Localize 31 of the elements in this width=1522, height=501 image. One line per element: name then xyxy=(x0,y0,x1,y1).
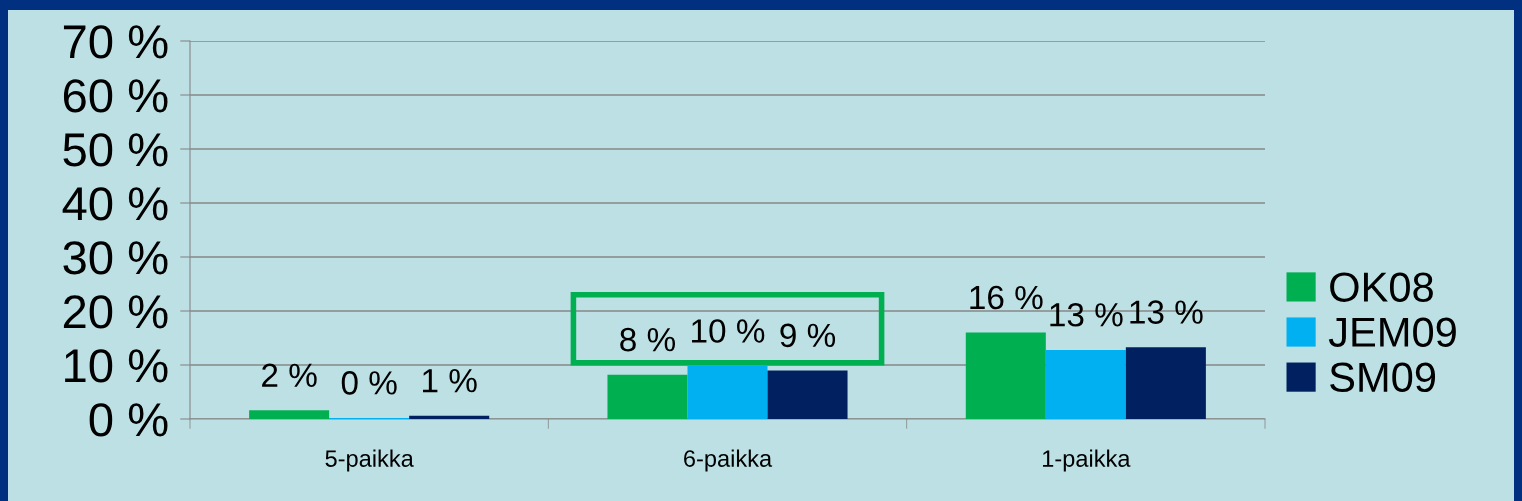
bar xyxy=(767,370,848,419)
data-label: 8 % xyxy=(620,327,676,352)
bar xyxy=(607,374,688,419)
y-tick-label: 10 % xyxy=(65,349,168,383)
x-tick-label: 6-paikka xyxy=(684,449,773,472)
bar xyxy=(1045,349,1126,419)
legend-label: JEM09 xyxy=(1328,317,1456,348)
y-tick-label: 50 % xyxy=(63,133,168,167)
legend-label: OK08 xyxy=(1330,272,1433,302)
y-tick-label: 0 % xyxy=(89,403,168,437)
data-label: 16 % xyxy=(970,285,1043,310)
bar xyxy=(409,415,490,419)
x-tick-label: 1-paikka xyxy=(1043,449,1131,472)
y-tick-label: 70 % xyxy=(63,25,168,59)
y-tick-label: 40 % xyxy=(62,187,168,221)
y-tick-label: 20 % xyxy=(63,295,168,329)
y-tick-label: 30 % xyxy=(63,241,168,275)
data-label: 9 % xyxy=(780,323,836,348)
data-label: 0 % xyxy=(341,371,397,395)
y-tick-label: 60 % xyxy=(63,79,168,113)
data-label: 2 % xyxy=(262,363,317,387)
legend-label: SM09 xyxy=(1330,362,1436,393)
bar xyxy=(249,410,330,419)
bar xyxy=(687,366,768,419)
x-tick-label: 5-paikka xyxy=(325,449,414,472)
data-label: 10 % xyxy=(692,319,765,343)
bar xyxy=(965,332,1046,419)
data-label: 13 % xyxy=(1050,303,1123,327)
data-label: 13 % xyxy=(1130,300,1203,324)
data-label: 1 % xyxy=(423,369,477,393)
bar xyxy=(1125,347,1206,419)
